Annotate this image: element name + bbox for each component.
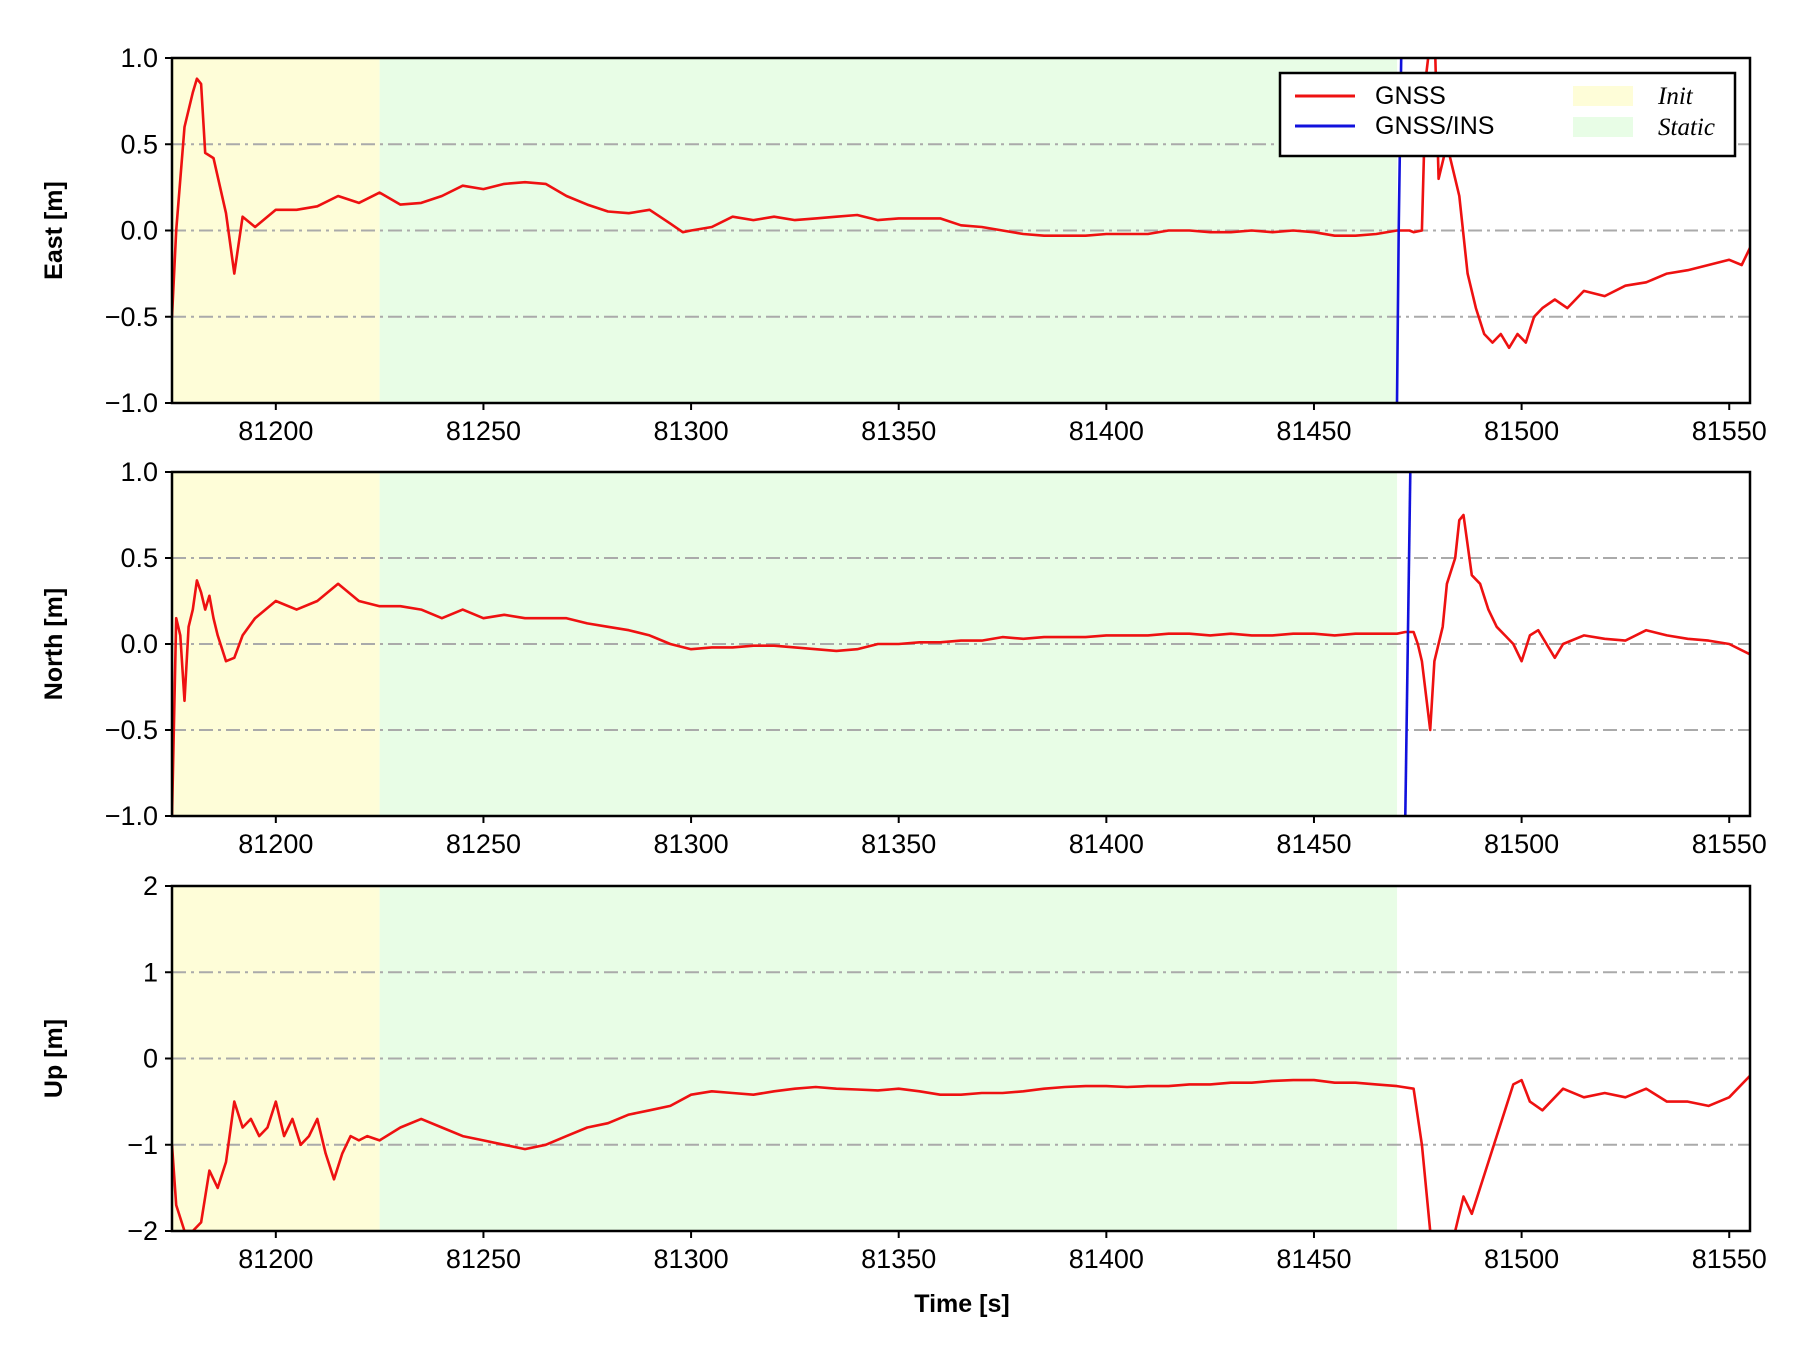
legend-frame	[1278, 71, 1737, 158]
east-x-tick-label: 81500	[1484, 416, 1559, 446]
north-x-tick-label: 81300	[654, 829, 729, 859]
up-y-tick-label: 2	[143, 871, 158, 901]
up-x-tick-label: 81350	[861, 1244, 936, 1274]
north-x-tick-label: 81350	[861, 829, 936, 859]
north-x-tick-label: 81200	[238, 829, 313, 859]
east-y-tick-label: −1.0	[105, 388, 158, 418]
east-x-tick-label: 81550	[1692, 416, 1767, 446]
north-gnss-ins-line	[1404, 472, 1412, 816]
legend-init-label: Init	[1657, 83, 1694, 110]
up-x-tick-label: 81200	[238, 1244, 313, 1274]
up-x-tick-label: 81500	[1484, 1244, 1559, 1274]
up-gnss-line	[172, 1074, 1750, 1231]
north-x-tick-label: 81500	[1484, 829, 1559, 859]
legend-gnss-ins-label: GNSS/INS	[1375, 112, 1494, 140]
north-x-tick-label: 81400	[1069, 829, 1144, 859]
north-gnss-line	[172, 513, 1750, 816]
up-x-tick-label: 81250	[446, 1244, 521, 1274]
east-y-axis-label: East [m]	[40, 181, 68, 280]
east-y-tick-label: 0.0	[120, 216, 158, 246]
east-panel: 81200 81250 81300 81350 81400 81450 81500 81550…	[40, 43, 1767, 446]
north-y-tick-label: 0.5	[120, 543, 158, 573]
east-x-tick-label: 81250	[446, 416, 521, 446]
north-y-tick-label: −0.5	[105, 715, 158, 745]
up-x-tick-label: 81450	[1276, 1244, 1351, 1274]
east-x-tick-label: 81450	[1276, 416, 1351, 446]
east-y-tick-label: 0.5	[120, 129, 158, 159]
panels: 81200 81250 81300 81350 81400 81450 81500 81550…	[40, 43, 1767, 1274]
east-x-tick-label: 81200	[238, 416, 313, 446]
legend-static-label: Static	[1658, 114, 1715, 141]
legend-gnss-label: GNSS	[1375, 82, 1446, 110]
north-y-tick-label: 1.0	[120, 457, 158, 487]
up-y-tick-label: −1	[127, 1130, 158, 1160]
north-x-tick-label: 81450	[1276, 829, 1351, 859]
up-y-tick-label: −2	[127, 1216, 158, 1246]
up-y-axis-label: Up [m]	[40, 1019, 68, 1098]
up-x-tick-label: 81550	[1692, 1244, 1767, 1274]
up-panel: 81200 81250 81300 81350 81400 81450 81500 81550…	[40, 871, 1767, 1274]
up-y-tick-label: 0	[143, 1044, 158, 1074]
north-y-tick-label: −1.0	[105, 801, 158, 831]
north-x-tick-label: 81250	[446, 829, 521, 859]
up-y-tick-label: 1	[143, 957, 158, 987]
legend-init-swatch	[1573, 86, 1633, 106]
east-gnss-line	[172, 58, 1750, 350]
east-y-tick-label: −0.5	[105, 302, 158, 332]
up-x-tick-label: 81300	[654, 1244, 729, 1274]
east-y-tick-label: 1.0	[120, 43, 158, 73]
east-x-tick-label: 81300	[654, 416, 729, 446]
east-x-tick-label: 81400	[1069, 416, 1144, 446]
legend-static-swatch	[1573, 117, 1633, 137]
north-y-tick-label: 0.0	[120, 629, 158, 659]
x-axis-label: Time [s]	[914, 1290, 1009, 1318]
legend: GNSS GNSS/INS Init Static	[1278, 71, 1737, 158]
north-panel: 81200 81250 81300 81350 81400 81450 81500 81550…	[40, 457, 1767, 859]
north-y-axis-label: North [m]	[40, 588, 68, 700]
north-x-tick-label: 81550	[1692, 829, 1767, 859]
up-x-tick-label: 81400	[1069, 1244, 1144, 1274]
east-x-tick-label: 81350	[861, 416, 936, 446]
